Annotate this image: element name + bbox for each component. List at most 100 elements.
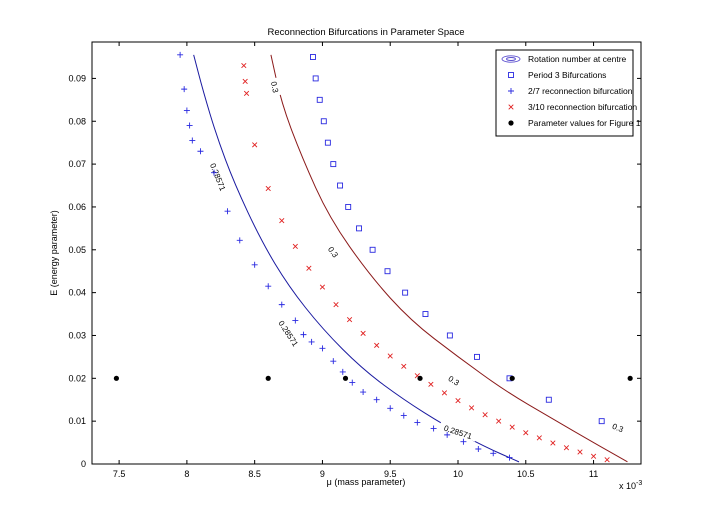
- data-point: [251, 261, 258, 268]
- legend-marker: [508, 104, 514, 110]
- data-point: [319, 284, 326, 290]
- chart-title: Reconnection Bifurcations in Parameter S…: [268, 27, 465, 38]
- data-point: [339, 368, 346, 375]
- x-tick-label: 10.5: [517, 469, 535, 479]
- data-point: [330, 358, 337, 365]
- data-point: [444, 431, 451, 438]
- data-point: [402, 289, 409, 296]
- x-tick-label: 10: [453, 469, 463, 479]
- data-point: [506, 454, 513, 461]
- data-point: [387, 405, 394, 412]
- data-point: [577, 449, 583, 455]
- series-x: [241, 62, 610, 463]
- x-tick-label: 11: [589, 469, 598, 479]
- data-point: [356, 225, 362, 232]
- data-point: [278, 301, 285, 308]
- data-point: [300, 331, 307, 338]
- data-point: [337, 182, 344, 189]
- data-point: [482, 412, 488, 418]
- y-tick-label: 0: [81, 459, 86, 469]
- series-square: [310, 54, 605, 425]
- data-point: [349, 379, 356, 386]
- y-tick-label: 0.04: [68, 288, 86, 298]
- data-point: [265, 375, 271, 381]
- x-axis: 7.5 8 8.5 9 9.5 10 10.5 11: [113, 42, 598, 479]
- x-tick-label: 8.5: [248, 469, 261, 479]
- contour-lines: [193, 54, 628, 463]
- data-point: [563, 445, 570, 451]
- y-axis-label: E (energy parameter): [49, 210, 59, 296]
- data-point: [446, 332, 453, 339]
- series-dot: [113, 375, 633, 381]
- data-point: [474, 353, 480, 360]
- data-point: [324, 139, 331, 146]
- data-point: [369, 246, 376, 253]
- data-point: [242, 78, 248, 85]
- data-point: [320, 118, 327, 125]
- data-point: [186, 122, 193, 129]
- x-axis-exponent: x 10-3: [619, 480, 642, 491]
- data-point: [430, 425, 437, 432]
- legend-entry: Rotation number at centre: [528, 54, 627, 64]
- contour-label-bg: [324, 241, 344, 262]
- x-axis-exponent-power: -3: [636, 480, 642, 487]
- data-point: [550, 440, 556, 446]
- data-point: [468, 405, 475, 411]
- data-point: [536, 435, 542, 441]
- data-point: [387, 353, 393, 359]
- data-point: [224, 208, 231, 215]
- y-tick-label: 0.03: [68, 330, 86, 340]
- contour-label-bg: [274, 313, 305, 352]
- y-tick-label: 0.02: [68, 373, 86, 383]
- y-tick-label: 0.01: [68, 416, 86, 426]
- contour-label-bg: [207, 156, 231, 197]
- data-point: [414, 419, 421, 426]
- data-point: [360, 330, 366, 336]
- data-point: [384, 268, 391, 275]
- data-point: [236, 237, 243, 244]
- data-point: [496, 418, 502, 424]
- data-point: [373, 396, 380, 403]
- contour-label-bg: [269, 77, 283, 97]
- data-point: [360, 389, 367, 396]
- legend-marker: [508, 88, 514, 94]
- legend-box: [495, 49, 634, 137]
- data-point: [211, 169, 217, 176]
- data-point: [265, 185, 271, 192]
- data-point: [475, 446, 482, 453]
- legend-marker: [508, 72, 514, 78]
- data-point: [292, 243, 298, 249]
- data-point: [197, 148, 204, 155]
- data-point: [292, 317, 299, 324]
- x-axis-label: μ (mass parameter): [327, 477, 406, 487]
- data-point: [428, 381, 434, 387]
- data-point: [490, 450, 497, 457]
- data-point: [177, 51, 184, 58]
- data-point: [306, 265, 312, 271]
- contour-label-text: 0.3: [269, 81, 280, 94]
- legend-marker: [508, 120, 514, 126]
- data-point: [590, 453, 597, 459]
- y-tick-label: 0.05: [68, 245, 86, 255]
- data-point: [346, 317, 353, 323]
- data-point: [310, 54, 316, 60]
- data-point: [241, 62, 247, 69]
- x-tick-label: 8: [184, 469, 189, 479]
- data-point: [604, 457, 610, 463]
- data-point: [319, 345, 326, 352]
- data-point: [401, 363, 407, 369]
- contour-label-bg: [608, 418, 629, 435]
- data-point: [308, 338, 315, 345]
- data-point: [345, 203, 352, 210]
- data-point: [333, 302, 339, 308]
- contour-label: 0.3: [269, 77, 283, 97]
- contour-label-bg: [444, 370, 465, 389]
- data-point: [374, 342, 380, 348]
- legend-entry: Parameter values for Figure 1: [528, 118, 641, 128]
- y-tick-label: 0.09: [68, 73, 86, 83]
- data-point: [627, 375, 633, 381]
- data-point: [265, 283, 272, 290]
- y-axis: 0 0.01 0.02 0.03 0.04 0.05 0.06 0.07 0.08 0.09: [68, 73, 641, 469]
- data-point: [189, 137, 196, 144]
